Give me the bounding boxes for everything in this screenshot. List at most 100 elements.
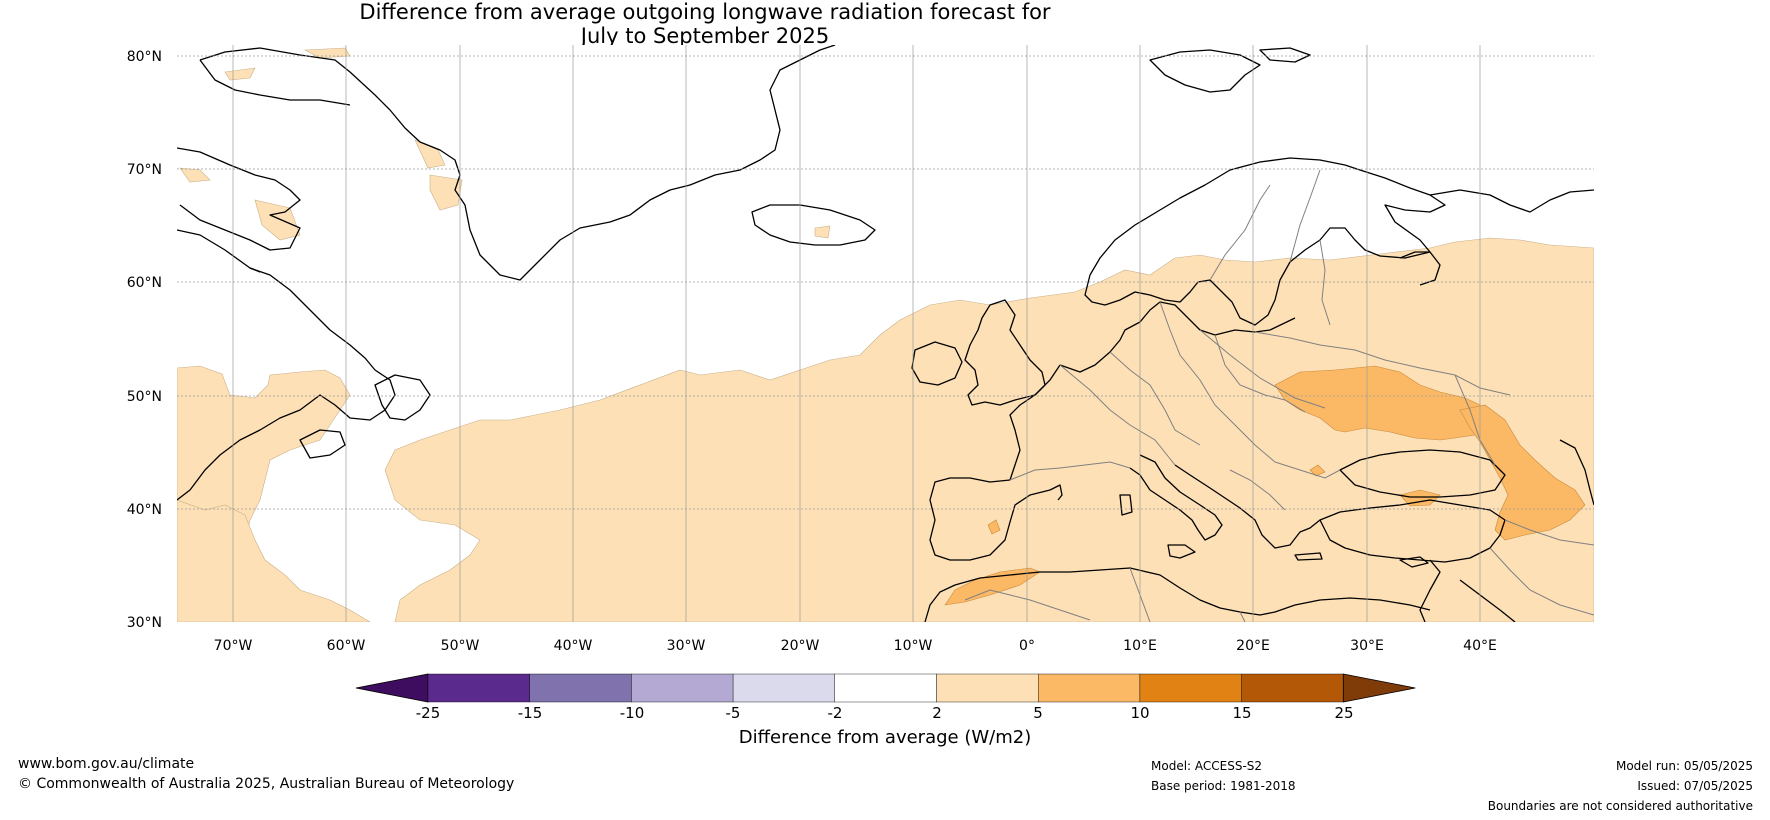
copyright-text: © Commonwealth of Australia 2025, Austra… [18, 776, 515, 792]
lon-label: 70°W [214, 638, 253, 654]
balkan-coast [1174, 464, 1321, 549]
lon-label: 10°E [1123, 638, 1157, 654]
britain-coast [964, 299, 1046, 406]
scandinavia-coast [1084, 157, 1446, 326]
lon-label: 20°E [1236, 638, 1270, 654]
colorbar-segment [834, 673, 937, 703]
colorbar-tick: -15 [518, 704, 543, 722]
country-border [1289, 169, 1321, 263]
turkey-coast [1319, 499, 1506, 563]
latitude-labels: 80°N 70°N 60°N 50°N 40°N 30°N [127, 49, 162, 631]
base-period-text: Base period: 1981-2018 [1151, 779, 1296, 793]
issued-text: Issued: 07/05/2025 [1637, 779, 1753, 793]
cyprus-coast [1399, 556, 1429, 568]
colorbar-extend-high [1342, 673, 1416, 703]
map-title: Difference from average outgoing longwav… [0, 0, 1410, 48]
lat-label: 60°N [127, 275, 162, 291]
graticule [177, 45, 1594, 622]
country-border [1109, 351, 1201, 446]
country-border [1209, 184, 1271, 281]
colorbar-segment [936, 673, 1039, 703]
country-border [1009, 461, 1131, 481]
lat-label: 50°N [127, 389, 162, 405]
colorbar-tick: 2 [932, 704, 942, 722]
colorbar-segment [529, 673, 632, 703]
country-border [1454, 374, 1496, 466]
colorbar-segment [1241, 673, 1344, 703]
country-border [1254, 331, 1511, 396]
black-sea-coast [1339, 449, 1506, 498]
newfoundland-coast [374, 374, 431, 421]
russia-arctic-coast [1429, 189, 1594, 213]
country-border [964, 589, 1091, 621]
colorbar-segment [1037, 673, 1141, 703]
levant-coast [1419, 559, 1441, 622]
lon-label: 50°W [441, 638, 480, 654]
title-line-2: July to September 2025 [580, 24, 830, 48]
colorbar-segment [427, 673, 530, 703]
svalbard-coast [1149, 49, 1261, 93]
anomaly-region-5-10 [987, 519, 1001, 535]
map-panel [177, 45, 1594, 622]
colorbar-tick: 15 [1232, 704, 1251, 722]
colorbar-tick: -10 [620, 704, 645, 722]
colorbar-tick: 25 [1334, 704, 1353, 722]
anomaly-region-2-5 [384, 237, 1594, 622]
crete-coast [1294, 552, 1323, 561]
country-border [1274, 461, 1341, 479]
lon-label: 40°W [554, 638, 593, 654]
greenland-coast [199, 45, 836, 281]
title-line-1: Difference from average outgoing longwav… [359, 0, 1051, 24]
country-border [1214, 334, 1306, 413]
anomaly-region-2-5 [177, 499, 371, 622]
longitude-labels: 70°W 60°W 50°W 40°W 30°W 20°W 10°W 0° 10… [214, 638, 1497, 654]
sicily-coast [1167, 544, 1196, 559]
country-border [1199, 329, 1326, 409]
iberia-coast [929, 477, 1063, 561]
country-border [1229, 469, 1286, 511]
white-sea-coast [1399, 251, 1441, 286]
europe-coast [1009, 364, 1061, 481]
colorbar-tick: 5 [1033, 704, 1043, 722]
lon-label: 60°W [327, 638, 366, 654]
africa-coast [924, 567, 1431, 622]
website-text: www.bom.gov.au/climate [18, 756, 195, 772]
disclaimer-text: Boundaries are not considered authoritat… [1487, 799, 1753, 813]
lat-label: 80°N [127, 49, 162, 65]
colorbar-segment [732, 673, 835, 703]
colorbar-tick: 10 [1130, 704, 1149, 722]
lat-label: 30°N [127, 615, 162, 631]
country-border [1059, 364, 1176, 466]
ireland-coast [911, 341, 963, 386]
country-border [1159, 301, 1276, 463]
colorbar-extend-low [355, 673, 429, 703]
lat-label: 40°N [127, 502, 162, 518]
colorbar-segment [631, 673, 734, 703]
caspian-coast [1559, 439, 1594, 506]
anomaly-region-5-10 [944, 567, 1041, 606]
italy-coast [1129, 454, 1223, 541]
lon-label: 20°W [781, 638, 820, 654]
lon-label: 10°W [894, 638, 933, 654]
anomaly-region-5-10 [1274, 365, 1486, 441]
lat-label: 70°N [127, 162, 162, 178]
footer-left: www.bom.gov.au/climate © Commonwealth of… [18, 754, 514, 794]
coastlines [177, 45, 1594, 622]
footer-run-info: Model run: 05/05/2025 Issued: 07/05/2025… [1488, 756, 1753, 816]
country-border [1239, 611, 1246, 622]
colorbar-ticks: -25 -15 -10 -5 -2 2 5 10 15 25 [416, 704, 1354, 722]
baffin-coast [177, 147, 301, 251]
colorbar-tick: -5 [726, 704, 741, 722]
greenland-coast [199, 59, 351, 106]
lon-label: 30°E [1350, 638, 1384, 654]
colorbar-tick: -25 [416, 704, 441, 722]
colorbar-segment [1139, 673, 1242, 703]
country-border [1319, 239, 1331, 326]
country-borders [964, 169, 1594, 622]
lon-label: 0° [1019, 638, 1035, 654]
colorbar-label: Difference from average (W/m2) [738, 727, 1032, 748]
svalbard-coast [1259, 47, 1311, 63]
lon-label: 30°W [667, 638, 706, 654]
colorbar-tick: -2 [828, 704, 843, 722]
